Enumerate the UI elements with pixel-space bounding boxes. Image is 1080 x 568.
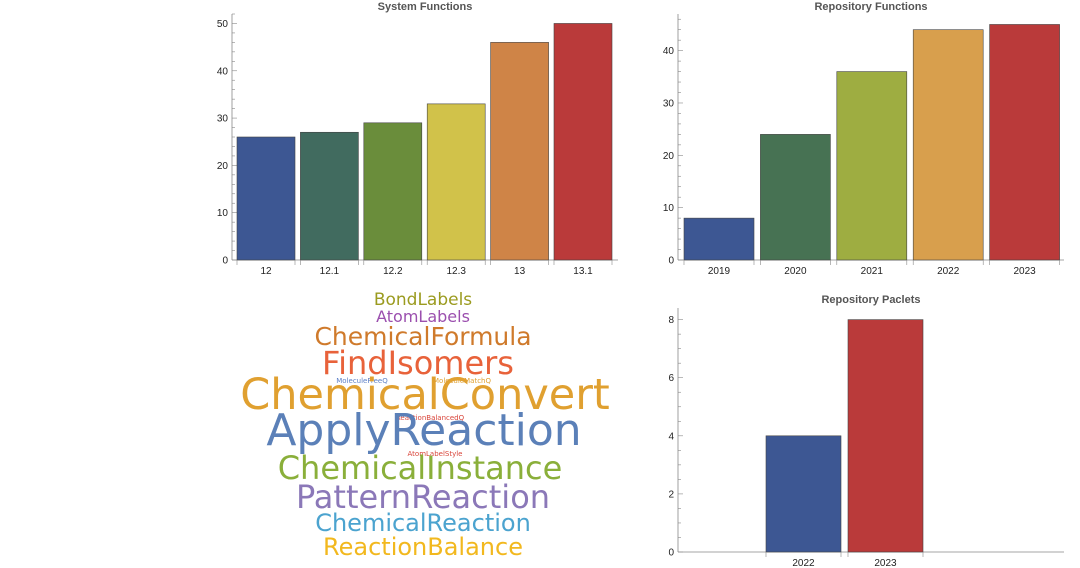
- bar-2021: [836, 71, 908, 261]
- x-tick-label: 12.2: [383, 266, 403, 277]
- y-tick-label: 10: [217, 208, 229, 219]
- x-tick-label: 2019: [708, 266, 731, 277]
- bar-12.3: [426, 103, 486, 261]
- bar-12.1: [300, 131, 359, 261]
- word-cloud-term: ChemicalInstance: [277, 449, 563, 487]
- y-tick-label: 0: [222, 256, 228, 267]
- y-tick-label: 0: [668, 256, 674, 267]
- word-cloud-term: BondLabels: [373, 290, 473, 310]
- word-cloud-term: ReactionBalancedQ: [395, 414, 465, 422]
- bar-2019: [683, 217, 755, 261]
- chart-title: System Functions: [378, 1, 473, 13]
- word-cloud-term: FindIsomers: [322, 344, 514, 382]
- bar-2022: [912, 29, 984, 261]
- y-tick-label: 10: [663, 203, 675, 214]
- x-tick-label: 2022: [937, 266, 960, 277]
- x-tick-label: 12.3: [446, 266, 466, 277]
- y-tick-label: 30: [217, 114, 229, 125]
- y-tick-label: 2: [668, 489, 674, 500]
- chart-title: Repository Functions: [814, 1, 927, 13]
- word-cloud: BondLabels AtomLabels ChemicalFormula FindI…: [230, 288, 620, 568]
- bar-12: [236, 136, 296, 261]
- word-cloud-term: ChemicalReaction: [315, 509, 531, 537]
- bar-13: [490, 42, 549, 261]
- chart-title: Repository Paclets: [821, 294, 920, 306]
- bar-2022: [765, 435, 842, 553]
- x-tick-label: 13.1: [573, 266, 593, 277]
- x-tick-label: 2021: [861, 266, 884, 277]
- y-tick-label: 6: [668, 373, 674, 384]
- x-tick-label: 2023: [1013, 266, 1036, 277]
- x-tick-label: 2023: [874, 558, 897, 568]
- word-cloud-term: MoleculeMatchQ: [433, 377, 491, 385]
- bar-2023: [989, 24, 1060, 261]
- x-tick-label: 2022: [792, 558, 815, 568]
- y-tick-label: 50: [217, 19, 229, 30]
- y-tick-label: 0: [668, 548, 674, 559]
- chart-1: Repository Functions 0 10 20 30 40 2019 2020 202…: [663, 1, 1064, 277]
- word-cloud-term: ChemicalFormula: [314, 322, 532, 351]
- bar-2023: [847, 319, 924, 553]
- word-cloud-term: ChemicalConvert: [240, 370, 610, 420]
- bar-13.1: [553, 23, 613, 261]
- y-tick-label: 30: [663, 98, 675, 109]
- word-cloud-term: ReactionBalance: [323, 533, 523, 561]
- chart-0: System Functions 0 10 20 30 40 50 12 12.1 12.2 12.…: [217, 1, 618, 277]
- bar-12.2: [363, 122, 423, 261]
- word-cloud-term: ApplyReaction: [266, 405, 582, 456]
- word-cloud-term: PatternReaction: [295, 478, 551, 516]
- word-cloud-term: AtomLabels: [376, 307, 470, 326]
- x-tick-label: 13: [514, 266, 526, 277]
- chart-2: Repository Paclets 0 2 4 6 8 2022 2023: [668, 294, 1064, 568]
- x-tick-label: 2020: [784, 266, 807, 277]
- y-tick-label: 4: [668, 431, 674, 442]
- y-tick-label: 20: [663, 151, 675, 162]
- x-tick-label: 12.1: [320, 266, 340, 277]
- word-cloud-term: AtomLabelStyle: [407, 450, 463, 458]
- y-tick-label: 8: [668, 315, 674, 326]
- x-tick-label: 12: [260, 266, 272, 277]
- word-cloud-term: MoleculeFreeQ: [336, 377, 388, 385]
- bar-2020: [760, 134, 831, 261]
- y-tick-label: 40: [663, 46, 675, 57]
- y-tick-label: 40: [217, 66, 229, 77]
- y-tick-label: 20: [217, 161, 229, 172]
